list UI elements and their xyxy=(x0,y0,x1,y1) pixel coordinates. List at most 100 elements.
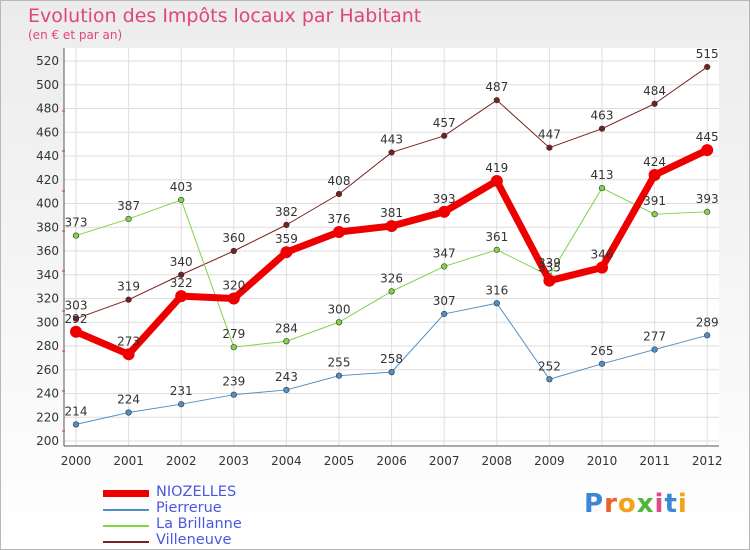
data-label-pierrerue: 239 xyxy=(222,375,245,389)
data-point-la-brillanne xyxy=(441,263,448,270)
y-tick-label: 200 xyxy=(36,434,59,448)
legend-swatch-pierrerue xyxy=(103,509,149,511)
data-point-villeneuve xyxy=(283,221,290,228)
data-point-niozelles xyxy=(227,292,240,305)
y-tick-label: 500 xyxy=(36,78,59,92)
logo-letter: t xyxy=(664,489,678,519)
data-label-la-brillanne: 393 xyxy=(696,192,719,206)
data-label-pierrerue: 289 xyxy=(696,315,719,329)
legend-label-villeneuve: Villeneuve xyxy=(156,532,232,548)
data-label-villeneuve: 303 xyxy=(65,299,88,313)
data-label-pierrerue: 243 xyxy=(275,370,298,384)
data-point-villeneuve xyxy=(125,296,132,303)
data-label-villeneuve: 408 xyxy=(328,174,351,188)
data-point-pierrerue xyxy=(230,391,237,398)
x-tick-label: 2012 xyxy=(692,454,723,468)
data-point-niozelles xyxy=(648,169,661,181)
logo-letter: o xyxy=(617,489,637,519)
legend-swatch-la-brillanne xyxy=(103,525,149,527)
data-label-pierrerue: 277 xyxy=(643,330,666,344)
data-point-pierrerue xyxy=(546,376,553,383)
data-point-niozelles xyxy=(333,226,345,238)
y-tick-label: 520 xyxy=(36,54,59,68)
x-tick-label: 2005 xyxy=(324,454,355,468)
logo-letter: x xyxy=(636,489,655,519)
data-label-niozelles: 320 xyxy=(222,279,245,293)
logo-letter: i xyxy=(677,489,688,519)
data-label-la-brillanne: 326 xyxy=(380,271,403,285)
data-label-la-brillanne: 413 xyxy=(591,168,614,182)
y-tick-label: 360 xyxy=(36,244,59,258)
y-tick-label: 240 xyxy=(36,387,59,401)
data-labels: 303 319 340 360 382 408 443 457 487 447 463 484 515 3… xyxy=(65,47,719,418)
grid xyxy=(64,48,719,446)
data-label-niozelles: 445 xyxy=(696,130,719,144)
axes: 200 220 240 260 280 300 320 340 360 380 400 420 440 4… xyxy=(36,48,722,468)
data-point-la-brillanne xyxy=(335,319,343,326)
data-label-villeneuve: 484 xyxy=(643,84,666,98)
x-tick-label: 2010 xyxy=(587,454,618,468)
data-label-niozelles: 419 xyxy=(485,161,508,175)
data-label-la-brillanne: 387 xyxy=(117,199,140,213)
x-tick-label: 2006 xyxy=(376,454,407,468)
y-tick-label: 480 xyxy=(36,102,59,116)
data-label-villeneuve: 443 xyxy=(380,132,403,146)
data-label-villeneuve: 515 xyxy=(696,47,719,61)
data-point-villeneuve xyxy=(230,247,237,255)
chart-title: Evolution des Impôts locaux par Habitant xyxy=(28,5,422,27)
data-point-villeneuve xyxy=(178,271,185,278)
data-point-niozelles xyxy=(543,274,556,287)
legend-swatch-niozelles xyxy=(103,490,149,497)
data-point-villeneuve xyxy=(651,100,658,107)
data-point-niozelles xyxy=(596,261,608,274)
data-point-villeneuve xyxy=(546,144,553,151)
data-point-la-brillanne xyxy=(493,246,500,253)
y-tick-label: 280 xyxy=(36,339,59,353)
data-point-niozelles xyxy=(175,290,188,303)
data-label-pierrerue: 307 xyxy=(433,294,456,308)
data-label-pierrerue: 224 xyxy=(117,393,140,407)
legend-label-la-brillanne: La Brillanne xyxy=(156,516,242,532)
x-tick-label: 2002 xyxy=(166,454,197,468)
x-tick-label: 2008 xyxy=(482,454,513,468)
data-point-la-brillanne xyxy=(598,184,606,192)
data-point-villeneuve xyxy=(441,132,448,139)
chart-subtitle: (en € et par an) xyxy=(28,28,123,42)
data-point-pierrerue xyxy=(283,386,290,394)
x-tick-label: 2007 xyxy=(429,454,460,468)
data-point-pierrerue xyxy=(178,401,185,408)
data-point-pierrerue xyxy=(72,421,80,428)
data-label-la-brillanne: 361 xyxy=(485,230,508,244)
series xyxy=(70,63,714,428)
data-point-pierrerue xyxy=(704,332,711,339)
data-point-villeneuve xyxy=(388,149,395,156)
y-tick-label: 380 xyxy=(36,220,59,234)
data-label-niozelles: 359 xyxy=(275,232,298,246)
data-point-niozelles xyxy=(122,348,135,361)
legend-label-pierrerue: Pierrerue xyxy=(156,500,222,516)
data-label-pierrerue: 265 xyxy=(591,344,614,358)
proxiti-logo: Proxiti xyxy=(584,489,688,519)
logo-letter: P xyxy=(584,489,605,519)
y-tick-label: 460 xyxy=(36,125,59,139)
data-label-la-brillanne: 339 xyxy=(538,256,561,270)
data-point-la-brillanne xyxy=(230,344,237,351)
data-point-villeneuve xyxy=(335,190,343,198)
data-label-pierrerue: 214 xyxy=(65,404,88,418)
x-tick-label: 2004 xyxy=(271,454,302,468)
y-tick-label: 260 xyxy=(36,363,59,377)
data-point-la-brillanne xyxy=(125,215,132,223)
data-point-la-brillanne xyxy=(388,288,395,295)
x-tick-label: 2000 xyxy=(61,454,92,468)
data-point-niozelles xyxy=(701,144,714,157)
data-label-pierrerue: 252 xyxy=(538,359,561,373)
data-label-pierrerue: 316 xyxy=(485,283,508,297)
data-point-la-brillanne xyxy=(283,338,290,345)
data-label-villeneuve: 360 xyxy=(222,231,245,245)
data-label-villeneuve: 447 xyxy=(538,128,561,142)
logo-letter: i xyxy=(654,489,665,519)
y-tick-label: 300 xyxy=(36,315,59,329)
data-point-pierrerue xyxy=(441,310,448,318)
data-label-villeneuve: 457 xyxy=(433,116,456,130)
